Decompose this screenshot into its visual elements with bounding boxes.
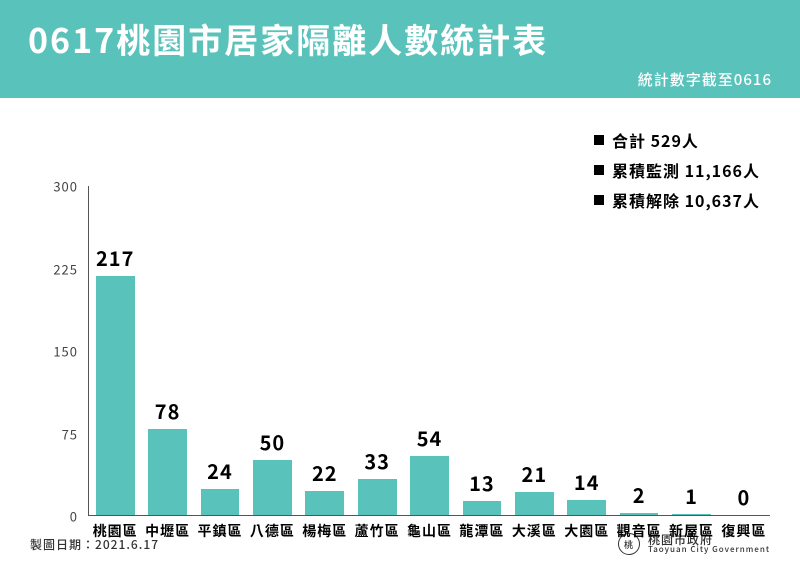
- bar-rect: [672, 514, 711, 515]
- bar-category-label: 觀音區: [617, 521, 662, 541]
- footer-org-en: Taoyuan City Government: [648, 546, 770, 554]
- bar-value-label: 21: [522, 459, 548, 488]
- bar-value-label: 22: [312, 458, 338, 487]
- page-title: 0617桃園市居家隔離人數統計表: [28, 14, 772, 63]
- bar-category-label: 平鎮區: [197, 521, 242, 541]
- bar-category-label: 龍潭區: [459, 521, 504, 541]
- y-tick-label: 300: [30, 177, 78, 196]
- bar-category-label: 新屋區: [669, 521, 714, 541]
- bar-category-label: 蘆竹區: [355, 521, 400, 541]
- bar-column: 217桃園區: [89, 186, 141, 515]
- legend-square-icon: [594, 135, 604, 145]
- bars-container: 217桃園區78中壢區24平鎮區50八德區22楊梅區33蘆竹區54龜山區13龍潭…: [88, 186, 770, 516]
- bar-category-label: 八德區: [250, 521, 295, 541]
- bar-column: 2觀音區: [613, 186, 665, 515]
- bar-column: 54龜山區: [403, 186, 455, 515]
- bar-category-label: 桃園區: [93, 521, 138, 541]
- bar-column: 22楊梅區: [299, 186, 351, 515]
- bar-column: 33蘆竹區: [351, 186, 403, 515]
- bar-rect: [358, 479, 397, 515]
- bar-value-label: 13: [469, 468, 495, 497]
- bar-value-label: 54: [417, 423, 443, 452]
- page-subtitle: 統計數字截至0616: [28, 69, 772, 90]
- bar-category-label: 楊梅區: [302, 521, 347, 541]
- bar-column: 13龍潭區: [456, 186, 508, 515]
- bar-rect: [305, 491, 344, 515]
- bar-column: 78中壢區: [141, 186, 193, 515]
- bar-column: 21大溪區: [508, 186, 560, 515]
- y-tick-label: 150: [30, 342, 78, 361]
- bar-category-label: 大溪區: [512, 521, 557, 541]
- bar-column: 14大園區: [561, 186, 613, 515]
- y-axis: 075150225300: [30, 186, 78, 516]
- bar-rect: [620, 513, 659, 515]
- bar-rect: [253, 460, 292, 515]
- bar-value-label: 1: [685, 481, 698, 510]
- bar-value-label: 14: [574, 467, 600, 496]
- chart-area: 合計 529人 累積監測 11,166人 累積解除 10,637人 075150…: [0, 98, 800, 523]
- legend-label: 累積監測 11,166人: [612, 158, 760, 182]
- bar-column: 50八德區: [246, 186, 298, 515]
- bar-value-label: 78: [155, 396, 181, 425]
- bar-rect: [148, 429, 187, 515]
- bar-rect: [201, 489, 240, 515]
- bar-rect: [567, 500, 606, 515]
- legend-item: 累積監測 11,166人: [594, 158, 760, 182]
- bar-rect: [410, 456, 449, 515]
- bar-category-label: 中壢區: [145, 521, 190, 541]
- y-tick-label: 75: [30, 424, 78, 443]
- bar-value-label: 50: [260, 427, 286, 456]
- legend-item: 合計 529人: [594, 128, 760, 152]
- bar-value-label: 24: [207, 456, 233, 485]
- bar-column: 0復興區: [718, 186, 770, 515]
- bar-value-label: 33: [364, 446, 390, 475]
- plot: 075150225300 217桃園區78中壢區24平鎮區50八德區22楊梅區3…: [30, 186, 770, 516]
- bar-category-label: 大園區: [564, 521, 609, 541]
- bar-category-label: 復興區: [721, 521, 766, 541]
- legend-label: 合計 529人: [612, 128, 699, 152]
- bar-value-label: 2: [633, 480, 646, 509]
- y-tick-label: 0: [30, 507, 78, 526]
- bar-value-label: 0: [737, 482, 750, 511]
- bar-value-label: 217: [96, 243, 134, 272]
- bar-column: 24平鎮區: [194, 186, 246, 515]
- header-banner: 0617桃園市居家隔離人數統計表 統計數字截至0616: [0, 0, 800, 98]
- y-tick-label: 225: [30, 259, 78, 278]
- bar-column: 1新屋區: [665, 186, 717, 515]
- bar-rect: [96, 276, 135, 515]
- bar-rect: [515, 492, 554, 515]
- bar-rect: [463, 501, 502, 515]
- bar-category-label: 龜山區: [407, 521, 452, 541]
- legend-square-icon: [594, 165, 604, 175]
